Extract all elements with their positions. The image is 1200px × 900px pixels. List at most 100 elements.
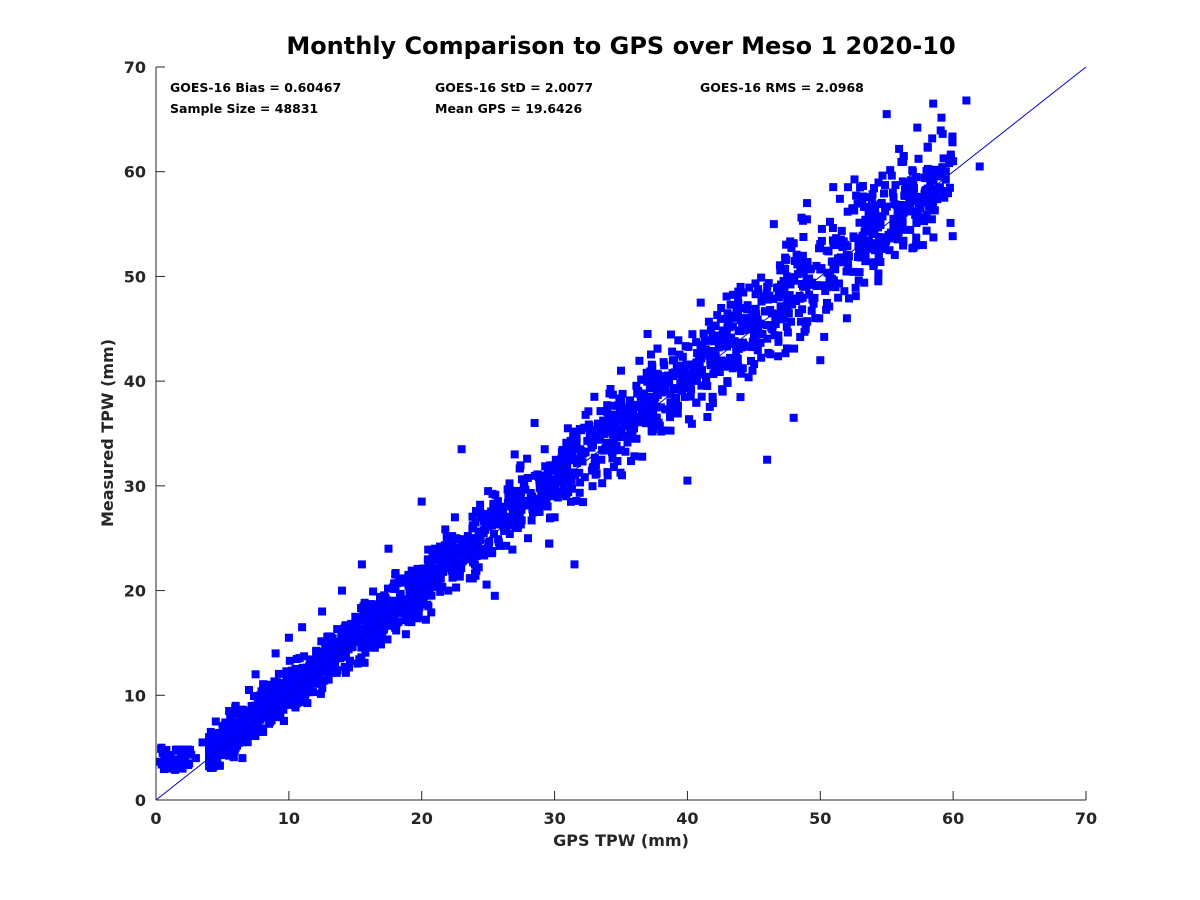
data-point xyxy=(727,301,735,309)
data-point xyxy=(874,245,882,253)
data-point xyxy=(825,303,833,311)
data-point xyxy=(692,399,700,407)
data-point xyxy=(564,424,572,432)
data-point xyxy=(929,100,937,108)
x-tick-label: 0 xyxy=(150,809,161,828)
data-point xyxy=(962,97,970,105)
data-point xyxy=(863,226,871,234)
data-point xyxy=(511,450,519,458)
data-point xyxy=(207,764,215,772)
data-point xyxy=(899,242,907,250)
data-point xyxy=(649,428,657,436)
data-point xyxy=(648,361,656,369)
data-point xyxy=(511,523,519,531)
data-point xyxy=(890,200,898,208)
data-point xyxy=(803,199,811,207)
data-point xyxy=(697,382,705,390)
data-point xyxy=(210,755,218,763)
data-point xyxy=(402,630,410,638)
data-point xyxy=(644,330,652,338)
data-point xyxy=(192,754,200,762)
data-point xyxy=(688,330,696,338)
data-point xyxy=(589,482,597,490)
data-point xyxy=(796,266,804,274)
std-stat: GOES-16 StD = 2.0077 xyxy=(435,80,593,95)
data-point xyxy=(392,627,400,635)
data-point xyxy=(830,241,838,249)
data-point xyxy=(738,323,746,331)
data-point xyxy=(303,699,311,707)
data-point xyxy=(528,516,536,524)
data-point xyxy=(251,702,259,710)
data-point xyxy=(744,301,752,309)
data-point xyxy=(844,183,852,191)
data-point xyxy=(652,414,660,422)
data-point xyxy=(252,670,260,678)
data-point xyxy=(364,631,372,639)
data-point xyxy=(908,166,916,174)
data-point xyxy=(491,592,499,600)
data-point xyxy=(545,471,553,479)
data-point xyxy=(703,413,711,421)
data-point xyxy=(700,330,708,338)
data-point xyxy=(488,547,496,555)
data-point xyxy=(545,540,553,548)
data-point xyxy=(292,670,300,678)
data-point xyxy=(718,385,726,393)
data-point xyxy=(782,349,790,357)
data-point xyxy=(378,597,386,605)
data-point xyxy=(926,182,934,190)
data-point xyxy=(311,660,319,668)
data-point xyxy=(693,349,701,357)
data-point xyxy=(639,402,647,410)
data-point xyxy=(721,338,729,346)
data-point xyxy=(262,696,270,704)
data-point xyxy=(591,454,599,462)
data-point xyxy=(799,252,807,260)
data-point xyxy=(752,305,760,313)
data-point xyxy=(874,277,882,285)
data-point xyxy=(734,355,742,363)
data-point xyxy=(757,354,765,362)
data-point xyxy=(725,358,733,366)
data-point xyxy=(895,229,903,237)
data-point xyxy=(451,513,459,521)
data-point xyxy=(366,615,374,623)
data-point xyxy=(292,690,300,698)
data-point xyxy=(473,552,481,560)
data-point xyxy=(879,172,887,180)
data-point xyxy=(787,318,795,326)
data-point xyxy=(826,277,834,285)
data-point xyxy=(933,195,941,203)
data-point xyxy=(360,602,368,610)
data-point xyxy=(346,657,354,665)
data-point xyxy=(358,560,366,568)
data-point xyxy=(464,542,472,550)
data-point xyxy=(919,241,927,249)
data-point xyxy=(471,534,479,542)
data-point xyxy=(886,166,894,174)
data-point xyxy=(564,488,572,496)
data-point xyxy=(172,746,180,754)
data-point xyxy=(654,345,662,353)
data-point xyxy=(723,377,731,385)
data-point xyxy=(805,291,813,299)
data-point xyxy=(431,545,439,553)
data-point xyxy=(212,718,220,726)
data-point xyxy=(749,367,757,375)
data-point xyxy=(159,760,167,768)
data-point xyxy=(913,124,921,132)
data-point xyxy=(716,368,724,376)
data-point xyxy=(923,168,931,176)
data-point xyxy=(543,499,551,507)
data-point xyxy=(354,660,362,668)
data-point xyxy=(573,497,581,505)
data-point xyxy=(686,383,694,391)
data-point xyxy=(469,574,477,582)
chart-title: Monthly Comparison to GPS over Meso 1 20… xyxy=(286,32,955,60)
data-point xyxy=(931,206,939,214)
data-point xyxy=(503,527,511,535)
data-point xyxy=(551,513,559,521)
data-point xyxy=(516,465,524,473)
data-point xyxy=(404,571,412,579)
